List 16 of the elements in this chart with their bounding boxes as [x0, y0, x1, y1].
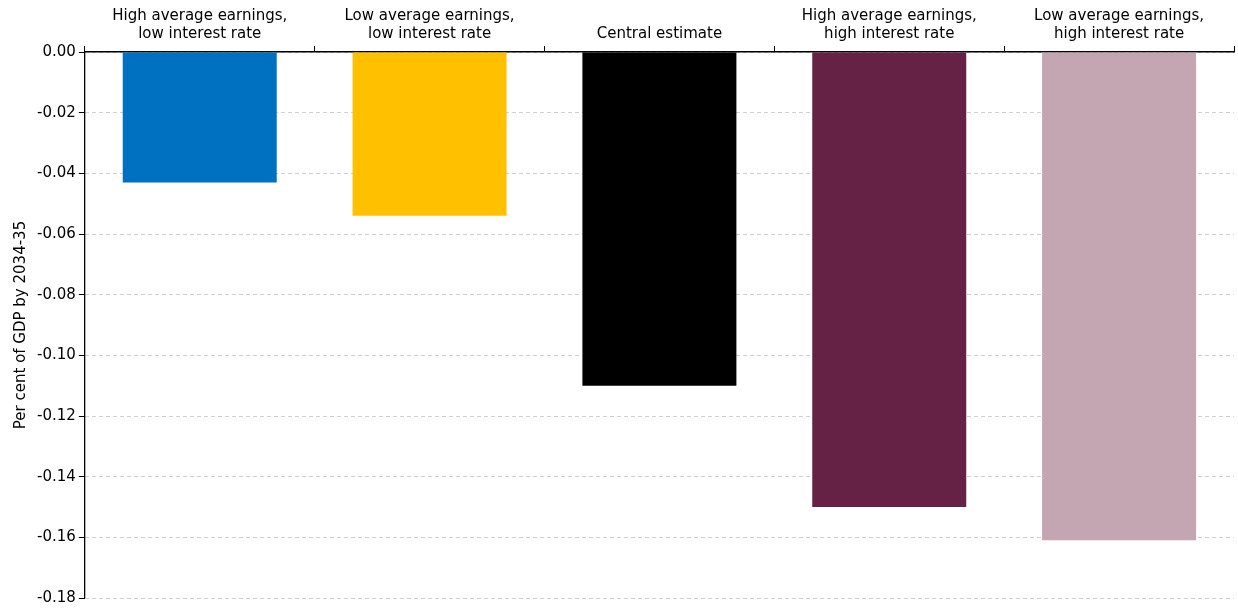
x-tick-label: Central estimate [596, 23, 723, 42]
y-tick-label: -0.04 [37, 163, 76, 182]
y-tick-label: -0.12 [37, 405, 76, 424]
y-axis-title: Per cent of GDP by 2034-35 [10, 220, 29, 430]
x-tick-label: Low average earnings, high interest rate [1034, 5, 1205, 42]
y-tick-label: -0.18 [37, 587, 76, 606]
y-tick-label: -0.16 [37, 527, 76, 546]
y-tick-label: -0.08 [37, 284, 76, 303]
x-tick-label: High average earnings, high interest rate [801, 5, 977, 42]
x-tick-label: Low average earnings, low interest rate [344, 5, 515, 42]
y-tick-label: -0.14 [37, 466, 76, 485]
y-tick-label: -0.06 [37, 223, 76, 242]
y-tick-label: -0.02 [37, 102, 76, 121]
y-tick-label: -0.10 [37, 345, 76, 364]
y-tick-label: 0.00 [42, 41, 76, 60]
x-tick-label: High average earnings, low interest rate [112, 5, 288, 42]
